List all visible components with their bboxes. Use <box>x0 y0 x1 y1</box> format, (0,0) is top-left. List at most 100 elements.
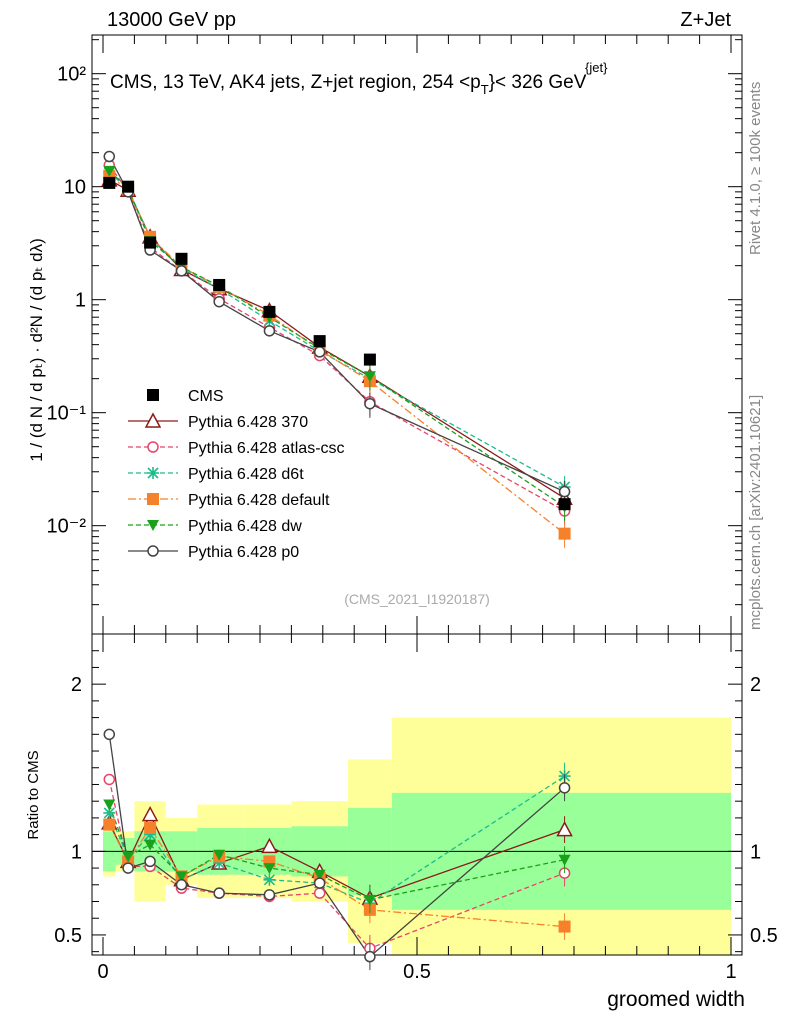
ratio-series <box>101 728 573 971</box>
svg-text:CMS, 13 TeV, AK4 jets, Z+jet r: CMS, 13 TeV, AK4 jets, Z+jet region, 254… <box>110 72 587 97</box>
ratio-point-2 <box>103 806 116 819</box>
main-panel: 10⁻² 10⁻¹ 1 10 10² <box>47 34 743 635</box>
cms-data-point <box>363 353 376 366</box>
y-tick-label-top: 1 <box>75 290 86 312</box>
series-point-5 <box>263 325 276 337</box>
legend-label: Pythia 6.428 dw <box>188 518 302 535</box>
cms-data-point <box>263 305 276 318</box>
title-sub: T <box>481 82 489 97</box>
series-line-3 <box>108 175 565 535</box>
ratio-point-4 <box>313 869 326 881</box>
series-point-5 <box>313 346 326 358</box>
y-axis-label-ratio: Ratio to CMS <box>25 750 42 839</box>
ratio-tick-label-left: 2 <box>71 674 82 696</box>
title-sup: {jet} <box>585 60 608 75</box>
cms-data-point <box>213 278 226 291</box>
legend-marker <box>147 545 159 557</box>
legend-label: Pythia 6.428 atlas-csc <box>188 440 345 457</box>
main-series <box>101 150 573 548</box>
ratio-tick-label-right: 0.5 <box>750 925 778 947</box>
ratio-point-0 <box>141 805 159 822</box>
ratio-point-5 <box>103 728 116 741</box>
collision-label: 13000 GeV pp <box>107 9 236 31</box>
legend-label: Pythia 6.428 default <box>188 492 330 509</box>
legend-label: Pythia 6.428 p0 <box>188 544 299 561</box>
y-tick-label-top: 10 <box>64 177 86 199</box>
ratio-point-4 <box>363 894 376 906</box>
legend-label: CMS <box>188 388 224 405</box>
ratio-point-0 <box>261 837 278 854</box>
y-axis-label-top: 1 / (d N / d pₜ) · d²N / (d pₜ dλ) <box>27 238 46 462</box>
process-label: Z+Jet <box>680 9 731 31</box>
ratio-point-5 <box>175 879 188 891</box>
ratio-point-4 <box>122 851 135 863</box>
legend-marker <box>147 520 159 531</box>
ratio-uncertainty-bands <box>103 717 731 955</box>
title-main: CMS, 13 TeV, AK4 jets, Z+jet region, 254… <box>110 72 481 93</box>
ratio-point-2 <box>213 857 226 870</box>
legend-marker <box>147 441 159 453</box>
ratio-point-4 <box>213 849 226 861</box>
cms-data-point <box>103 176 116 189</box>
ratio-point-5 <box>313 877 326 889</box>
series-point-5 <box>175 265 188 277</box>
series-point-4 <box>363 371 376 383</box>
ratio-point-5 <box>213 887 225 899</box>
ratio-point-5 <box>558 782 571 794</box>
cms-data-point <box>144 236 157 249</box>
series-point-3 <box>558 527 571 540</box>
x-tick-label: 0.5 <box>403 961 431 983</box>
rivet-label: Rivet 4.1.0, ≥ 100k events <box>747 82 764 255</box>
ratio-point-4 <box>175 871 188 883</box>
series-point-5 <box>364 397 376 410</box>
ratio-tick-label-right: 2 <box>750 674 761 696</box>
cms-data-point <box>558 498 571 511</box>
ratio-tick-label-left: 1 <box>71 841 82 863</box>
ratio-point-3 <box>144 821 157 834</box>
plot-title: CMS, 13 TeV, AK4 jets, Z+jet region, 254… <box>110 60 608 97</box>
cms-data-point <box>175 252 188 265</box>
analysis-label: (CMS_2021_I1920187) <box>344 591 490 607</box>
legend-label: Pythia 6.428 d6t <box>188 466 304 483</box>
ratio-point-4 <box>103 799 116 811</box>
ratio-point-5 <box>122 862 134 874</box>
series-point-5 <box>213 295 225 308</box>
ratio-point-3 <box>558 920 571 933</box>
y-tick-label-top: 10² <box>57 64 86 86</box>
y-tick-label-top: 10⁻¹ <box>47 403 87 425</box>
ratio-point-4 <box>263 863 276 875</box>
ratio-point-5 <box>364 950 376 963</box>
ratio-point-4 <box>558 854 571 866</box>
legend-marker <box>147 467 159 479</box>
legend-marker <box>147 389 159 401</box>
ratio-tick-label-left: 0.5 <box>54 925 82 947</box>
ratio-point-3 <box>103 818 116 831</box>
series-point-5 <box>103 150 116 163</box>
series-point-4 <box>103 165 116 177</box>
ratio-point-2 <box>263 873 276 886</box>
ratio-point-1 <box>103 773 116 786</box>
legend-marker <box>147 493 159 505</box>
ratio-point-1 <box>313 887 326 899</box>
ratio-point-5 <box>144 855 156 868</box>
ratio-point-5 <box>263 889 276 901</box>
series-line-4 <box>108 170 565 508</box>
y-tick-label-top: 10⁻² <box>47 516 87 538</box>
ratio-tick-label-right: 1 <box>750 841 761 863</box>
title-end: }< 326 GeV <box>489 72 587 93</box>
ratio-point-4 <box>144 839 157 851</box>
x-tick-label: 0 <box>97 961 108 983</box>
legend-marker <box>144 412 162 428</box>
x-tick-labels: 0 0.5 1 <box>97 35 737 983</box>
legend-label: Pythia 6.428 370 <box>188 414 308 431</box>
x-tick-label: 1 <box>725 961 736 983</box>
cms-data-point <box>313 335 326 348</box>
cms-data-point <box>122 180 135 193</box>
series-point-5 <box>558 485 571 498</box>
x-axis-label: groomed width <box>607 988 745 1011</box>
mcplots-label: mcplots.cern.ch [arXiv:2401.10621] <box>747 395 764 630</box>
series-line-1 <box>108 164 565 512</box>
ratio-point-2 <box>144 828 157 841</box>
legend: CMS Pythia 6.428 370 Pythia 6.428 atlas-cs… <box>128 388 345 561</box>
